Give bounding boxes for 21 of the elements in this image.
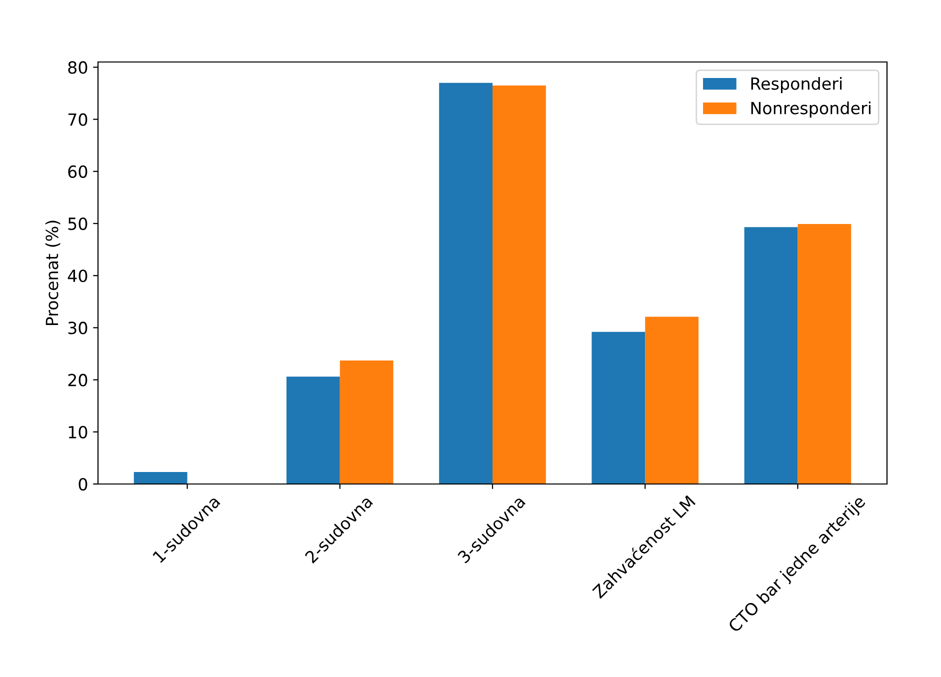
- bar: [134, 472, 188, 484]
- y-axis-title: Procenat (%): [45, 220, 60, 326]
- bar: [492, 85, 546, 484]
- bar: [744, 227, 798, 484]
- y-tick-label: 0: [78, 478, 88, 491]
- y-tick-label: 70: [68, 113, 88, 126]
- legend-label: Nonresponderi: [751, 101, 870, 118]
- y-tick-label: 30: [68, 322, 88, 334]
- y-tick-label: 50: [68, 217, 88, 230]
- bar: [645, 316, 699, 484]
- y-tick-label: 60: [68, 165, 88, 178]
- y-tick-label: 20: [68, 374, 88, 386]
- y-tick-label: 40: [68, 270, 88, 282]
- bar: [592, 332, 646, 484]
- bar: [340, 360, 394, 484]
- legend-label: Responderi: [751, 77, 842, 94]
- bar: [798, 224, 852, 484]
- bar: [439, 82, 492, 484]
- y-tick-label: 10: [68, 426, 88, 438]
- y-tick-label: 80: [68, 61, 88, 74]
- bar: [286, 376, 340, 484]
